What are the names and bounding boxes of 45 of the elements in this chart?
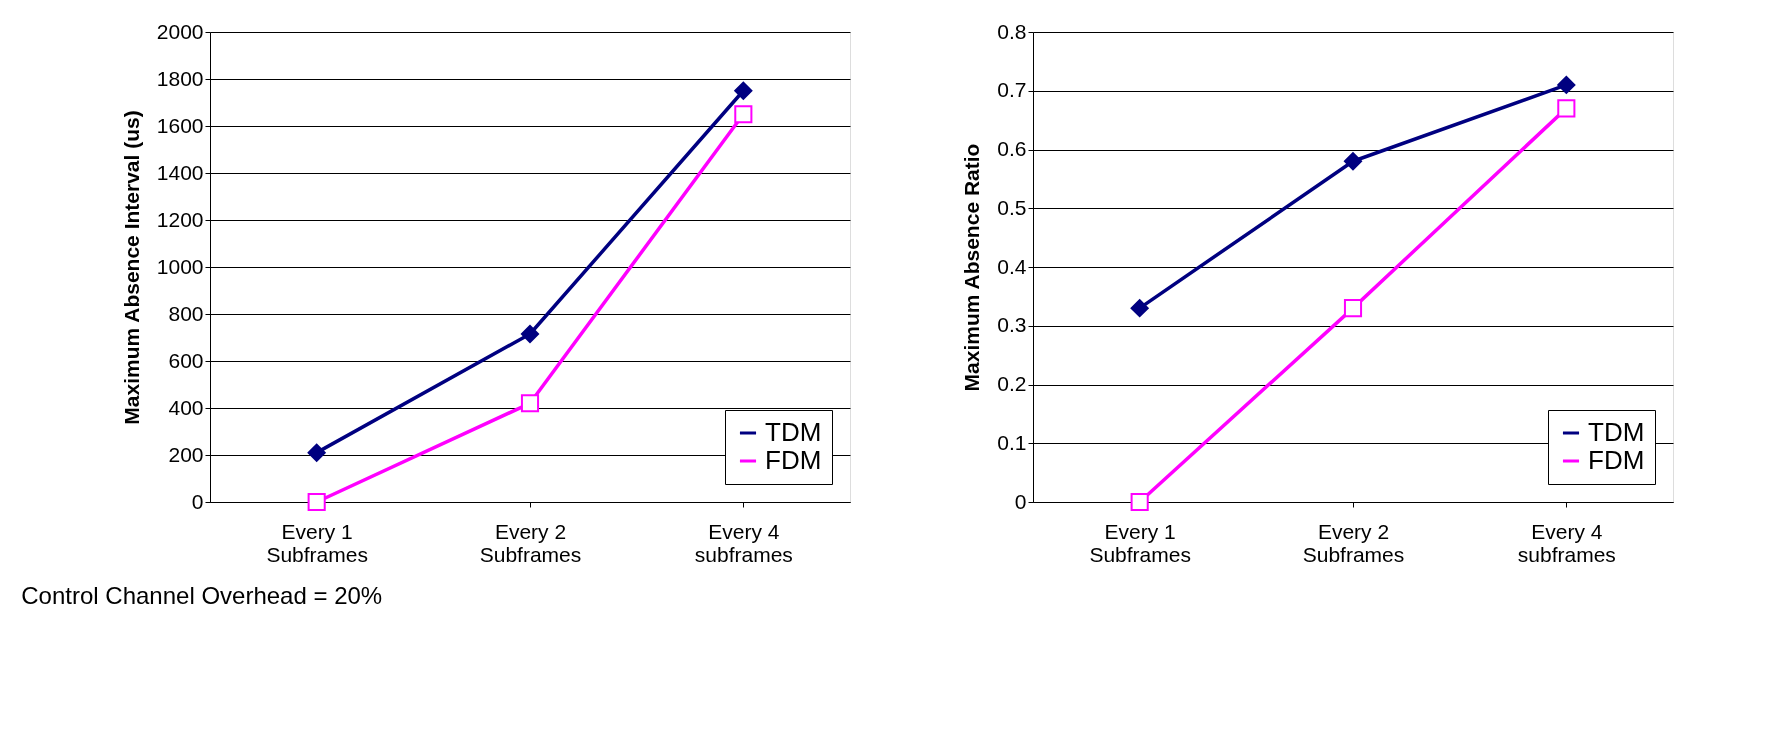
y-tick-label: 0: [1014, 489, 1027, 513]
legend-label: FDM: [765, 445, 822, 475]
y-tick-label: 1000: [156, 254, 204, 278]
x-tick-label: Every 1 Subframes: [266, 519, 368, 566]
y-tick-label: 2000: [156, 19, 204, 43]
y-tick-label: 0: [191, 489, 204, 513]
point: [520, 324, 540, 344]
y-tick-label: 0.2: [997, 372, 1027, 395]
y-tick-label: 0.1: [997, 430, 1027, 454]
point: [1343, 299, 1363, 318]
x-tick-label: Every 4 subframes: [694, 519, 793, 566]
point: [734, 105, 753, 124]
y-tick-label: 0.4: [997, 254, 1027, 278]
y-tick-label: 1400: [156, 160, 204, 184]
point: [1130, 299, 1149, 318]
point: [307, 492, 326, 512]
legend-label: TDM: [765, 417, 822, 447]
y-axis-title: Maximum Absence Ratio: [960, 143, 984, 392]
y-tick-label: 0.3: [997, 313, 1027, 337]
y-axis-title: Maximum Absence Interval (us): [119, 110, 143, 425]
y-tick-label: 0.8: [997, 19, 1027, 43]
x-tick-label: Every 2 Subframes: [479, 519, 582, 566]
point: [307, 443, 326, 462]
x-tick-label: Every 2 Subframes: [1302, 519, 1405, 566]
point: [520, 394, 540, 413]
point: [1343, 152, 1363, 171]
point: [1130, 492, 1149, 512]
y-tick-label: 800: [168, 301, 204, 325]
point: [1557, 75, 1576, 94]
y-tick-label: 600: [168, 348, 204, 372]
y-tick-label: 1600: [156, 113, 204, 137]
y-tick-label: 0.7: [997, 78, 1027, 102]
point: [734, 81, 753, 100]
legend-label: FDM: [1588, 445, 1645, 475]
y-tick-label: 1200: [156, 207, 204, 231]
point: [1557, 99, 1576, 118]
x-tick-label: Every 4 subframes: [1517, 519, 1616, 566]
y-tick-label: 200: [168, 442, 204, 466]
x-tick-label: Every 1 Subframes: [1089, 519, 1191, 566]
y-tick-label: 0.6: [997, 137, 1027, 160]
text: Control Channel Overhead = 20%: [21, 582, 383, 609]
legend-label: TDM: [1588, 417, 1645, 447]
y-tick-label: 0.5: [997, 195, 1027, 219]
y-tick-label: 1800: [156, 66, 204, 90]
y-tick-label: 400: [168, 395, 204, 419]
